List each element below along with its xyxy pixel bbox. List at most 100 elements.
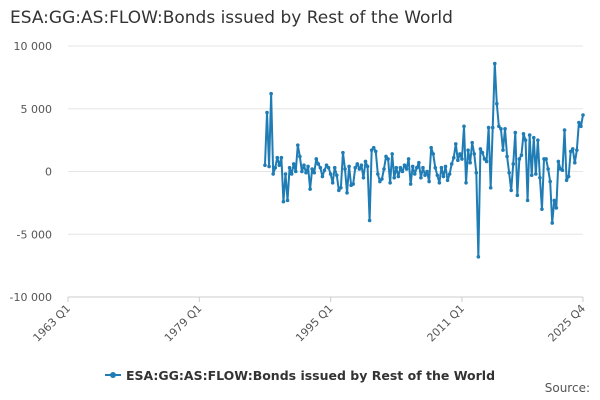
data-point[interactable] xyxy=(466,148,470,152)
data-point[interactable] xyxy=(464,181,468,185)
data-point[interactable] xyxy=(419,175,423,180)
data-point[interactable] xyxy=(265,110,269,115)
data-point[interactable] xyxy=(343,167,347,171)
data-point[interactable] xyxy=(531,135,536,140)
data-point[interactable] xyxy=(269,91,273,96)
legend-item[interactable]: ESA:GG:AS:FLOW:Bonds issued by Rest of t… xyxy=(104,368,495,383)
data-point[interactable] xyxy=(410,164,415,169)
data-point[interactable] xyxy=(330,181,335,185)
data-point[interactable] xyxy=(525,198,530,203)
data-point[interactable] xyxy=(304,170,308,175)
data-point[interactable] xyxy=(458,152,462,156)
data-point[interactable] xyxy=(536,138,540,142)
data-point[interactable] xyxy=(548,179,552,184)
data-point[interactable] xyxy=(523,138,528,142)
data-point[interactable] xyxy=(322,168,327,173)
data-point[interactable] xyxy=(345,191,349,195)
data-point[interactable] xyxy=(538,175,542,180)
data-point[interactable] xyxy=(310,167,314,171)
data-point[interactable] xyxy=(400,169,405,174)
data-point[interactable] xyxy=(408,182,413,186)
data-point[interactable] xyxy=(529,173,534,178)
data-point[interactable] xyxy=(302,163,306,168)
data-point[interactable] xyxy=(361,175,366,180)
data-point[interactable] xyxy=(575,148,579,152)
data-point[interactable] xyxy=(433,165,438,170)
data-point[interactable] xyxy=(472,152,477,156)
data-point[interactable] xyxy=(572,160,577,165)
data-point[interactable] xyxy=(495,101,499,106)
data-point[interactable] xyxy=(445,178,450,183)
data-point[interactable] xyxy=(474,170,479,175)
data-point[interactable] xyxy=(501,148,505,152)
data-point[interactable] xyxy=(326,165,331,170)
data-point[interactable] xyxy=(415,165,419,170)
data-point[interactable] xyxy=(273,165,278,170)
data-point[interactable] xyxy=(503,127,507,131)
data-point[interactable] xyxy=(367,218,372,223)
data-point[interactable] xyxy=(499,127,503,131)
data-point[interactable] xyxy=(412,172,417,176)
data-point[interactable] xyxy=(431,152,436,156)
data-point[interactable] xyxy=(324,163,329,168)
data-point[interactable] xyxy=(285,198,290,203)
data-point[interactable] xyxy=(527,133,532,137)
data-point[interactable] xyxy=(490,125,495,130)
data-point[interactable] xyxy=(318,165,323,170)
data-point[interactable] xyxy=(439,165,444,170)
data-point[interactable] xyxy=(517,157,522,161)
data-point[interactable] xyxy=(579,124,583,129)
data-point[interactable] xyxy=(421,165,425,170)
data-point[interactable] xyxy=(277,163,282,168)
data-point[interactable] xyxy=(392,175,397,180)
data-point[interactable] xyxy=(287,165,292,170)
data-point[interactable] xyxy=(369,148,374,152)
data-point[interactable] xyxy=(581,113,585,117)
data-point[interactable] xyxy=(275,155,280,160)
data-point[interactable] xyxy=(380,177,384,181)
data-point[interactable] xyxy=(497,124,501,129)
data-point[interactable] xyxy=(373,149,378,154)
data-point[interactable] xyxy=(298,154,302,159)
data-point[interactable] xyxy=(394,165,399,170)
data-point[interactable] xyxy=(577,120,581,125)
data-point[interactable] xyxy=(347,164,351,169)
data-point[interactable] xyxy=(429,145,433,150)
data-point[interactable] xyxy=(357,167,362,171)
data-point[interactable] xyxy=(550,221,555,225)
data-point[interactable] xyxy=(291,162,296,166)
data-point[interactable] xyxy=(281,199,286,204)
data-point[interactable] xyxy=(337,188,341,193)
data-point[interactable] xyxy=(382,167,386,171)
data-point[interactable] xyxy=(476,255,481,259)
data-point[interactable] xyxy=(492,61,497,66)
data-point[interactable] xyxy=(425,169,429,174)
data-point[interactable] xyxy=(534,172,538,176)
data-point[interactable] xyxy=(312,170,317,175)
data-point[interactable] xyxy=(519,153,524,157)
data-point[interactable] xyxy=(427,179,431,184)
data-point[interactable] xyxy=(378,179,382,184)
data-point[interactable] xyxy=(540,207,544,211)
data-point[interactable] xyxy=(511,162,516,166)
data-point[interactable] xyxy=(470,140,475,145)
data-point[interactable] xyxy=(384,154,388,159)
data-point[interactable] xyxy=(451,155,456,160)
data-point[interactable] xyxy=(546,167,550,171)
data-point[interactable] xyxy=(456,158,460,162)
data-point[interactable] xyxy=(363,159,368,164)
data-point[interactable] xyxy=(556,159,561,164)
data-point[interactable] xyxy=(386,157,390,161)
data-point[interactable] xyxy=(544,157,548,161)
data-point[interactable] xyxy=(554,206,559,210)
data-point[interactable] xyxy=(339,186,343,190)
data-point[interactable] xyxy=(513,130,518,135)
data-point[interactable] xyxy=(486,125,491,130)
data-point[interactable] xyxy=(316,162,321,166)
data-point[interactable] xyxy=(435,173,440,178)
data-point[interactable] xyxy=(568,149,573,154)
data-point[interactable] xyxy=(271,172,275,176)
data-point[interactable] xyxy=(505,154,509,159)
data-point[interactable] xyxy=(441,174,446,179)
data-point[interactable] xyxy=(507,170,511,175)
